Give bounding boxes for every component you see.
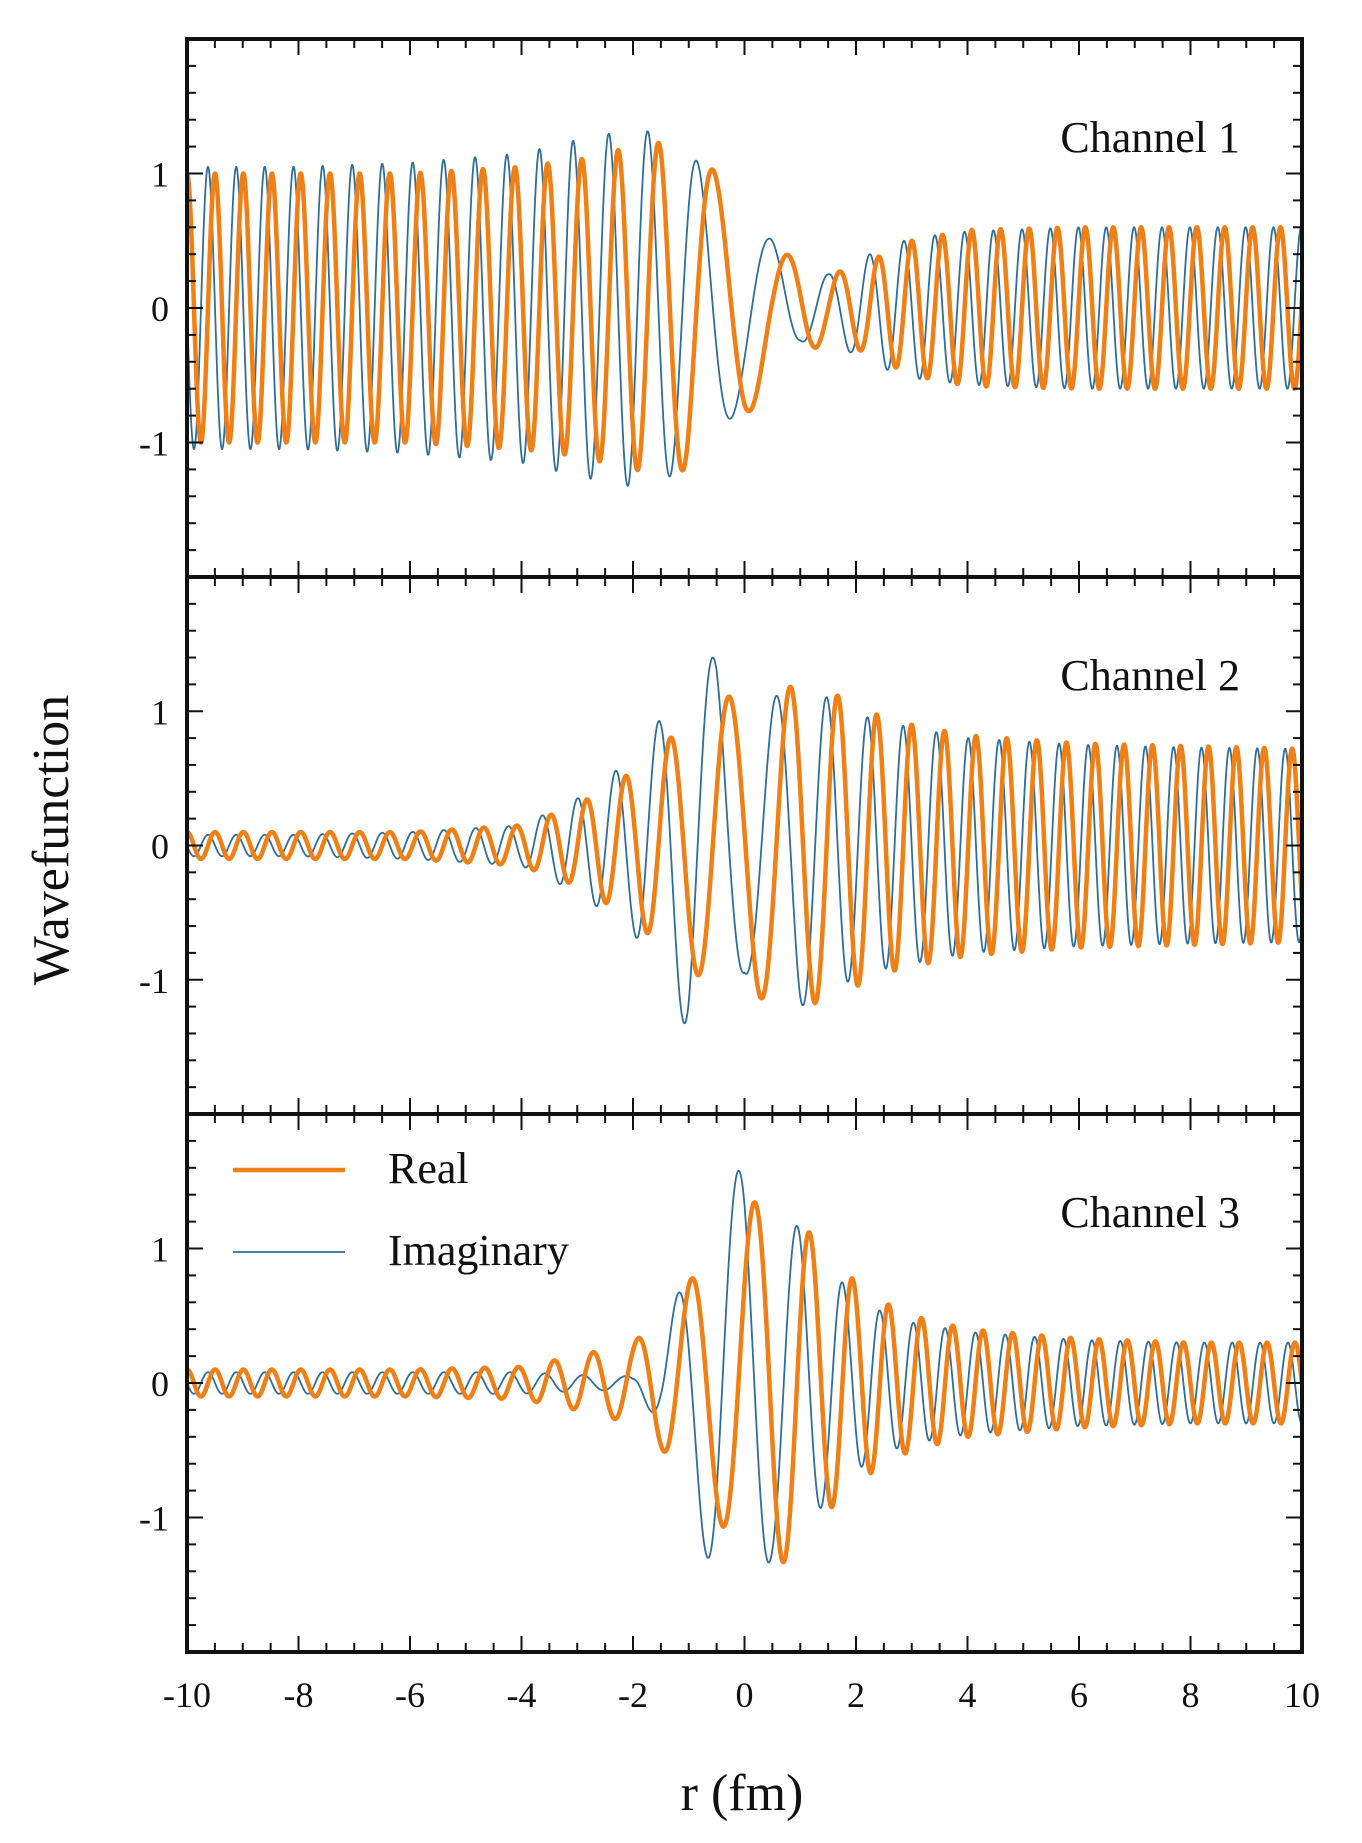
legend-label-imaginary: Imaginary [388, 1226, 569, 1275]
series-line-imaginary-channel-3 [187, 1169, 1302, 1564]
x-tick-label: -2 [618, 1675, 648, 1715]
y-tick-label: 1 [151, 155, 169, 195]
y-tick-label: 0 [151, 1364, 169, 1404]
y-tick-label: 0 [151, 827, 169, 867]
legend-label-real: Real [388, 1144, 469, 1193]
y-tick-label: 1 [151, 692, 169, 732]
y-tick-label: -1 [139, 424, 169, 464]
y-tick-label: -1 [139, 1499, 169, 1539]
panel-label: Channel 2 [1060, 651, 1240, 700]
x-tick-label: 2 [847, 1675, 865, 1715]
panel-2: 1 0 -1 Channel 2 [139, 575, 1304, 1116]
legend: Real Imaginary [233, 1144, 569, 1275]
series-line-real-channel-1 [187, 140, 1302, 473]
panel-label: Channel 3 [1060, 1188, 1240, 1237]
y-axis-label: Wavefunction [23, 695, 80, 985]
panel-1: 1 0 -1 Channel 1 [139, 37, 1304, 579]
x-tick-label: -10 [163, 1675, 211, 1715]
y-tick-label: 1 [151, 1230, 169, 1270]
x-axis-label: r (fm) [681, 1765, 804, 1822]
series-line-imaginary-channel-2 [187, 656, 1302, 1025]
x-tick-label: 4 [959, 1675, 977, 1715]
y-tick-label: 0 [151, 289, 169, 329]
x-tick-label: -4 [507, 1675, 537, 1715]
series-line-imaginary-channel-1 [187, 130, 1302, 487]
x-tick-label: -8 [284, 1675, 314, 1715]
x-tick-label: 0 [736, 1675, 754, 1715]
series-line-real-channel-3 [187, 1200, 1302, 1565]
panel-3: 1 0 -1 Channel 3 [139, 1112, 1304, 1654]
y-tick-label: -1 [139, 961, 169, 1001]
x-tick-label: 10 [1284, 1675, 1320, 1715]
x-tick-label: -6 [395, 1675, 425, 1715]
series-line-real-channel-2 [187, 684, 1302, 1006]
panel-label: Channel 1 [1060, 113, 1240, 162]
x-tick-label: 8 [1182, 1675, 1200, 1715]
x-tick-label: 6 [1070, 1675, 1088, 1715]
